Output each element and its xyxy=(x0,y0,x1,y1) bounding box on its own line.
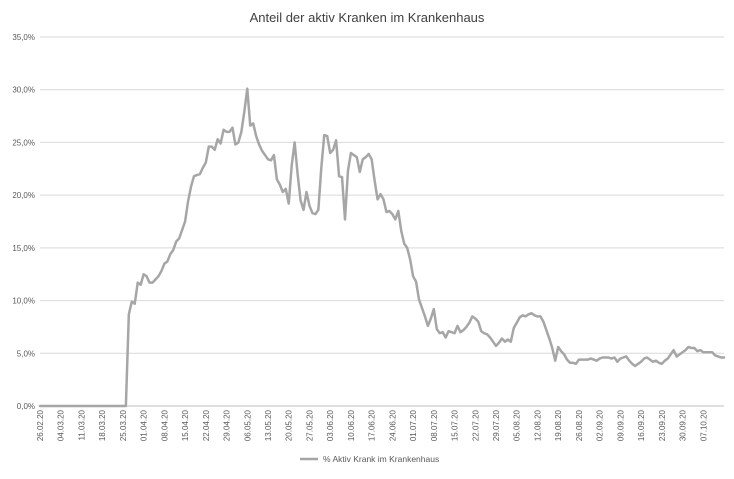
x-tick-label: 07.10.20 xyxy=(699,409,708,441)
x-tick-label: 13.05.20 xyxy=(264,409,273,441)
x-tick-label: 16.09.20 xyxy=(637,409,646,441)
x-tick-label: 09.09.20 xyxy=(616,409,625,441)
x-tick-label: 03.06.20 xyxy=(326,409,335,441)
x-tick-label: 25.03.20 xyxy=(119,409,128,441)
x-tick-label: 06.05.20 xyxy=(243,409,252,441)
gridlines xyxy=(40,36,724,407)
y-tick-label: 15,0% xyxy=(12,244,35,253)
x-tick-label: 22.07.20 xyxy=(471,409,480,441)
y-tick-label: 10,0% xyxy=(12,297,35,306)
y-tick-label: 30,0% xyxy=(12,86,35,95)
x-tick-label: 27.05.20 xyxy=(305,409,314,441)
x-tick-label: 01.04.20 xyxy=(140,409,149,441)
y-tick-label: 35,0% xyxy=(12,33,35,42)
x-tick-label: 01.07.20 xyxy=(409,409,418,441)
y-tick-label: 5,0% xyxy=(17,349,35,358)
x-tick-label: 11.03.20 xyxy=(77,409,86,440)
x-tick-label: 04.03.20 xyxy=(57,409,66,441)
series-line xyxy=(38,87,726,408)
x-tick-label: 19.08.20 xyxy=(554,409,563,441)
x-tick-label: 08.07.20 xyxy=(430,409,439,441)
x-tick-label: 29.07.20 xyxy=(492,409,501,441)
series-layer xyxy=(38,87,726,408)
x-tick-label: 26.02.20 xyxy=(36,409,45,441)
x-tick-label: 18.03.20 xyxy=(98,409,107,441)
x-tick-label: 12.08.20 xyxy=(533,409,542,441)
x-tick-label: 08.04.20 xyxy=(160,409,169,441)
x-tick-label: 30.09.20 xyxy=(679,409,688,441)
x-tick-label: 29.04.20 xyxy=(223,409,232,441)
x-tick-label: 22.04.20 xyxy=(202,409,211,441)
y-tick-label: 0,0% xyxy=(17,402,35,411)
y-tick-label: 25,0% xyxy=(12,138,35,147)
legend-label: % Aktiv Krank im Krankenhaus xyxy=(323,454,439,464)
x-tick-label: 23.09.20 xyxy=(658,409,667,441)
y-axis-tick-labels: 0,0% 5,0% 10,0% 15,0% 20,0% 25,0% 30,0% 35,0% xyxy=(12,33,35,411)
x-tick-label: 15.07.20 xyxy=(451,409,460,441)
x-tick-label: 02.09.20 xyxy=(596,409,605,441)
x-tick-label: 05.08.20 xyxy=(513,409,522,441)
x-tick-label: 10.06.20 xyxy=(347,409,356,441)
legend: % Aktiv Krank im Krankenhaus xyxy=(300,454,439,464)
y-tick-label: 20,0% xyxy=(12,191,35,200)
x-tick-label: 26.08.20 xyxy=(575,409,584,441)
x-tick-label: 15.04.20 xyxy=(181,409,190,441)
x-tick-label: 20.05.20 xyxy=(285,409,294,441)
x-tick-label: 17.06.20 xyxy=(368,409,377,441)
x-tick-label: 24.06.20 xyxy=(388,409,397,441)
x-axis-tick-labels: 26.02.20 04.03.20 11.03.20 18.03.20 25.03.20… xyxy=(36,409,708,441)
chart-title: Anteil der aktiv Kranken im Krankenhaus xyxy=(250,10,485,25)
